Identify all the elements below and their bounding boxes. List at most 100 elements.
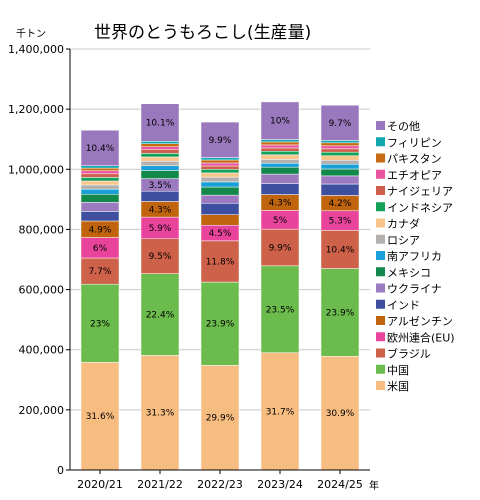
bar-segment — [140, 153, 180, 158]
data-label: 10.1% — [146, 119, 175, 129]
bar-segment — [140, 143, 180, 147]
y-tick-label: 800,000 — [19, 223, 65, 236]
bar-segment — [200, 162, 240, 167]
y-tick-label: 200,000 — [19, 404, 65, 417]
bar-segment — [80, 257, 120, 285]
bar-segment — [320, 268, 360, 357]
legend-label: ロシア — [387, 234, 420, 247]
bar-segment — [140, 160, 180, 166]
y-tick-label: 1,400,000 — [8, 43, 64, 56]
bar-segment — [140, 103, 180, 142]
data-label: 9.9% — [269, 243, 292, 253]
bar-segment — [200, 172, 240, 178]
bar-segment — [320, 104, 360, 141]
legend-label: 米国 — [387, 380, 409, 393]
data-label: 10.4% — [86, 144, 115, 154]
data-label: 4.3% — [149, 205, 172, 215]
data-label: 4.5% — [209, 229, 232, 239]
legend-label: インドネシア — [387, 201, 453, 214]
bar-segment — [260, 163, 300, 168]
x-tick-label: 2022/23 — [197, 478, 243, 491]
legend-label: ブラジル — [387, 347, 431, 361]
legend-swatch — [376, 251, 385, 260]
legend-swatch — [376, 267, 385, 277]
y-tick-label: 400,000 — [19, 344, 65, 357]
data-label: 7.7% — [89, 267, 112, 277]
bar-segment — [140, 273, 180, 356]
x-tick-label: 2020/21 — [77, 478, 123, 491]
bar-segment — [320, 142, 360, 147]
x-unit-label: 年 — [369, 479, 379, 492]
data-label: 30.9% — [326, 409, 355, 419]
bar-segment — [260, 228, 300, 267]
data-label: 4.2% — [329, 199, 352, 209]
bar-segment — [260, 154, 300, 160]
bar-segment — [80, 180, 120, 186]
data-label: 9.5% — [149, 252, 172, 262]
bar-segment — [320, 140, 360, 144]
bar-segment — [80, 193, 120, 203]
bar-segment — [260, 265, 300, 353]
bar-segment — [140, 156, 180, 162]
legend-label: アルゼンチン — [387, 315, 453, 328]
legend-label: パキスタン — [387, 153, 442, 166]
legend-swatch — [376, 121, 385, 130]
bar-segment — [200, 181, 240, 188]
data-label: 5% — [273, 216, 288, 226]
x-tick-label: 2023/24 — [257, 478, 303, 491]
bar-segment — [320, 160, 360, 165]
bar-segment — [200, 165, 240, 170]
bar-segment — [200, 240, 240, 283]
data-label: 23.5% — [266, 305, 295, 315]
legend-label: ナイジェリア — [387, 185, 453, 198]
data-label: 10% — [270, 117, 290, 127]
bar-segment — [140, 146, 180, 150]
bar-segment — [320, 175, 360, 185]
bar-segment — [320, 163, 360, 170]
data-label: 5.3% — [329, 217, 352, 227]
data-label: 31.3% — [146, 409, 175, 419]
bar-segment — [80, 283, 120, 363]
data-label: 3.5% — [149, 181, 172, 191]
data-label: 23.9% — [206, 320, 235, 330]
data-label: 9.9% — [209, 136, 232, 146]
bar-segment — [80, 202, 120, 212]
y-tick-label: 0 — [57, 464, 64, 477]
bar-segment — [200, 186, 240, 196]
legend-label: メキシコ — [387, 266, 431, 279]
bar-segment — [200, 214, 240, 226]
legend-swatch — [376, 186, 385, 195]
bar-segment — [320, 148, 360, 153]
data-label: 22.4% — [146, 311, 175, 321]
legend-label: その他 — [387, 120, 420, 133]
bar-segment — [80, 362, 120, 471]
bar-segment — [260, 183, 300, 195]
bar-segment — [80, 167, 120, 172]
legend-label: 南アフリカ — [387, 250, 442, 263]
data-label: 5.9% — [149, 224, 172, 234]
legend-swatch — [376, 348, 385, 358]
bar-segment — [260, 139, 300, 143]
bar-segment — [320, 183, 360, 196]
bar-segment — [140, 141, 180, 144]
bar-segment — [140, 355, 180, 471]
data-labels: 31.6% 23% 7.7% 6% 4.9% 10.4% 31.3% 22.4% 9.5% 5.9… — [86, 117, 355, 424]
data-label: 29.9% — [206, 414, 235, 424]
bar-segment — [260, 144, 300, 149]
legend-swatch — [376, 153, 385, 163]
bar-segment — [200, 194, 240, 204]
bar-segment — [80, 173, 120, 178]
legend-swatch — [376, 316, 385, 325]
data-label: 23.9% — [326, 308, 355, 318]
legend-label: エチオピア — [387, 169, 442, 182]
bar-segment — [260, 173, 300, 184]
legend-swatch — [376, 381, 385, 390]
legend-swatch — [376, 137, 385, 147]
data-label: 6% — [93, 244, 108, 254]
bar-segment — [140, 149, 180, 154]
x-tick-label: 2021/22 — [137, 478, 183, 491]
bar-segment — [260, 150, 300, 156]
bar-segment — [80, 184, 120, 190]
legend-swatch — [376, 234, 385, 244]
